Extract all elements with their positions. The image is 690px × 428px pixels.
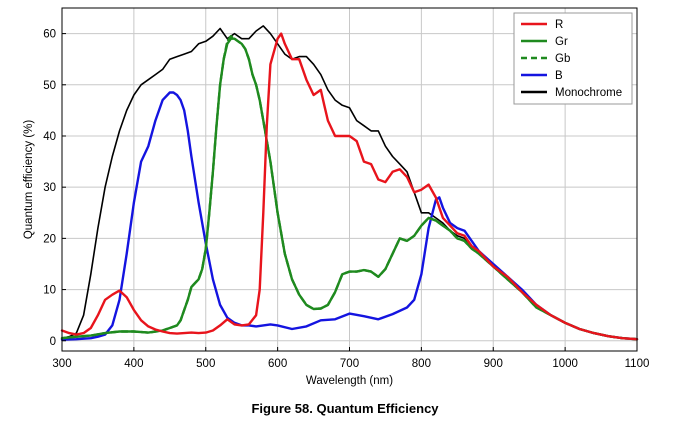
legend-label-monochrome: Monochrome <box>555 87 622 99</box>
y-tick-label: 30 <box>43 182 56 194</box>
series-line-r <box>60 32 639 341</box>
x-tick-label: 600 <box>268 358 287 370</box>
y-tick-label: 20 <box>43 233 56 245</box>
x-tick-label: 700 <box>340 358 359 370</box>
y-tick-label: 60 <box>43 29 56 41</box>
legend-label-gr: Gr <box>555 36 568 48</box>
x-tick-label: 500 <box>196 358 215 370</box>
y-tick-label: 40 <box>43 131 56 143</box>
x-tick-label: 400 <box>124 358 143 370</box>
x-tick-label: 300 <box>52 358 71 370</box>
legend-label-gb: Gb <box>555 53 570 65</box>
quantum-efficiency-chart: 300 400 500 600 700 800 900 1000 1100 0 10 20 30 40 50… <box>23 7 649 387</box>
legend-label-r: R <box>555 19 563 31</box>
x-axis-label: Wavelength (nm) <box>306 375 393 387</box>
x-tick-label: 900 <box>484 358 503 370</box>
series-line-gb <box>60 35 639 341</box>
x-tick-label: 800 <box>412 358 431 370</box>
y-tick-label: 50 <box>43 80 56 92</box>
legend: R Gr Gb B Monochrome <box>513 12 633 105</box>
x-tick-label: 1000 <box>552 358 578 370</box>
x-tick-label: 1100 <box>625 358 650 370</box>
y-tick-label: 10 <box>43 285 56 297</box>
series-layer <box>60 25 639 341</box>
figure-caption: Figure 58. Quantum Efficiency <box>251 401 439 416</box>
legend-label-b: B <box>555 70 563 82</box>
y-axis-label: Quantum efficiency (%) <box>23 120 35 239</box>
y-tick-label: 0 <box>50 336 56 348</box>
tick-labels: 300 400 500 600 700 800 900 1000 1100 0 10 20 30 40 50… <box>43 29 649 370</box>
